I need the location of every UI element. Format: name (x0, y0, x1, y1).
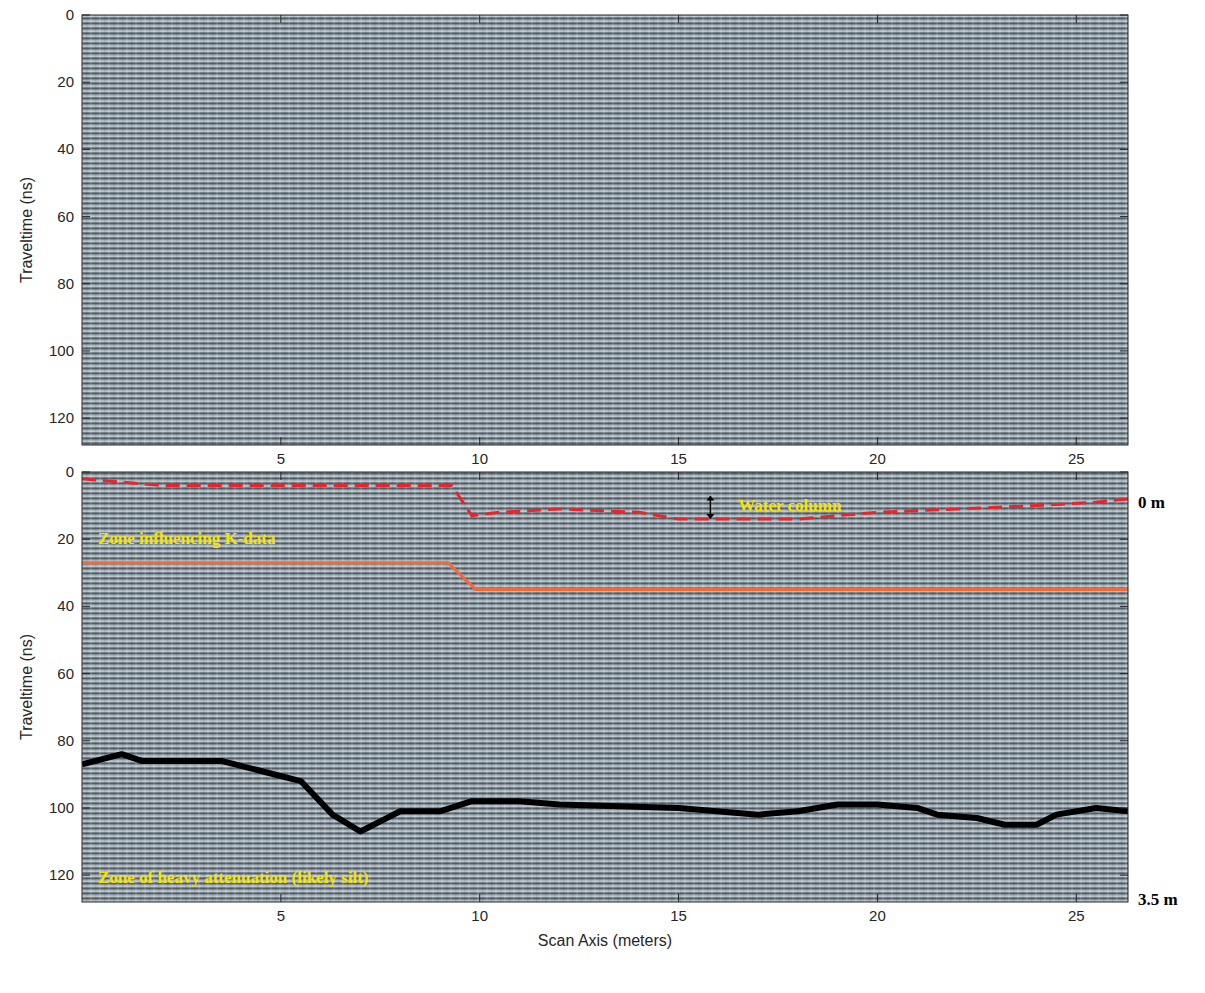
annotation: Zone influencing K-data (98, 529, 276, 548)
x-tick-label: 15 (670, 450, 687, 467)
y-tick (1120, 15, 1128, 16)
y-tick-label: 0 (66, 6, 74, 23)
y-tick (82, 673, 90, 674)
y-tick (1120, 539, 1128, 540)
y-tick (1120, 283, 1128, 284)
y-tick (1120, 807, 1128, 808)
figure: 510152025020406080100120Traveltime (ns)5… (0, 0, 1205, 993)
y-tick-label: 120 (49, 409, 74, 426)
radargram-background (82, 472, 1128, 902)
y-tick (1120, 740, 1128, 741)
x-tick (877, 437, 878, 445)
y-tick-label: 20 (57, 530, 74, 547)
y-tick (1120, 350, 1128, 351)
x-tick-label: 10 (471, 907, 488, 924)
y-tick-label: 120 (49, 866, 74, 883)
x-tick (479, 894, 480, 902)
y-tick (82, 606, 90, 607)
x-tick (479, 472, 480, 480)
y-tick (1120, 673, 1128, 674)
y-tick-label: 80 (57, 732, 74, 749)
y-tick (82, 283, 90, 284)
frame (82, 15, 1128, 445)
y-tick-label: 100 (49, 342, 74, 359)
depth-label: 0 m (1138, 493, 1165, 512)
panel: 5 10 15 20 25 0 20 40 60 80 100 120 Traveltime (ns) S… (18, 463, 1178, 949)
y-tick (1120, 418, 1128, 419)
y-tick-label: 0 (66, 463, 74, 480)
y-tick-label: 80 (57, 275, 74, 292)
x-tick (877, 894, 878, 902)
y-tick (1120, 606, 1128, 607)
depth-label: 3.5 m (1138, 890, 1178, 909)
x-tick (678, 437, 679, 445)
x-tick-label: 10 (471, 450, 488, 467)
annotation: Zone of heavy attenuation (likely silt) (98, 868, 369, 887)
y-tick (82, 539, 90, 540)
x-tick (678, 15, 679, 23)
series-group (82, 479, 1128, 832)
radargram-background (82, 15, 1128, 445)
line (82, 479, 1128, 519)
y-tick (1120, 472, 1128, 473)
x-tick (479, 437, 480, 445)
x-tick-label: 5 (277, 907, 285, 924)
x-tick (1076, 472, 1077, 480)
y-tick (82, 82, 90, 83)
x-tick (1076, 15, 1077, 23)
y-tick-label: 40 (57, 597, 74, 614)
x-tick-label: 25 (1068, 450, 1085, 467)
x-tick (280, 15, 281, 23)
x-tick-label: 20 (869, 907, 886, 924)
arrow-head (706, 514, 714, 519)
x-tick-label: 5 (277, 450, 285, 467)
line (82, 754, 1128, 831)
annotation: Water column (738, 496, 842, 515)
x-tick (1076, 437, 1077, 445)
y-tick-label: 60 (57, 665, 74, 682)
y-tick (82, 740, 90, 741)
y-tick (82, 216, 90, 217)
x-tick (280, 437, 281, 445)
y-tick (82, 350, 90, 351)
x-tick-label: 25 (1068, 907, 1085, 924)
x-tick-label: 20 (869, 450, 886, 467)
y-tick (82, 418, 90, 419)
y-tick-label: 60 (57, 208, 74, 225)
x-tick (877, 15, 878, 23)
x-axis-title: Scan Axis (meters) (538, 932, 672, 949)
y-tick (82, 807, 90, 808)
arrow-head (706, 496, 714, 501)
x-tick (1076, 894, 1077, 902)
radargram-background (82, 15, 1128, 445)
x-tick (479, 15, 480, 23)
y-tick (82, 875, 90, 876)
panel: 5 10 15 20 25 0 20 40 60 80 100 120 Traveltime (ns) (18, 6, 1128, 467)
frame (82, 472, 1128, 902)
x-tick (678, 472, 679, 480)
x-tick-label: 15 (670, 907, 687, 924)
y-axis-title: Traveltime (ns) (18, 634, 35, 740)
annotation-arrow (710, 500, 712, 516)
x-tick (877, 472, 878, 480)
y-axis-title: Traveltime (ns) (18, 177, 35, 283)
radargram-background (82, 472, 1128, 902)
y-tick (1120, 149, 1128, 150)
y-tick (82, 472, 90, 473)
y-tick (82, 149, 90, 150)
y-tick-label: 100 (49, 799, 74, 816)
x-tick (678, 894, 679, 902)
y-tick (1120, 875, 1128, 876)
x-tick (280, 894, 281, 902)
y-tick (1120, 216, 1128, 217)
y-tick (82, 15, 90, 16)
y-tick (1120, 82, 1128, 83)
x-tick (280, 472, 281, 480)
line (82, 563, 1128, 590)
y-tick-label: 40 (57, 140, 74, 157)
y-tick-label: 20 (57, 73, 74, 90)
